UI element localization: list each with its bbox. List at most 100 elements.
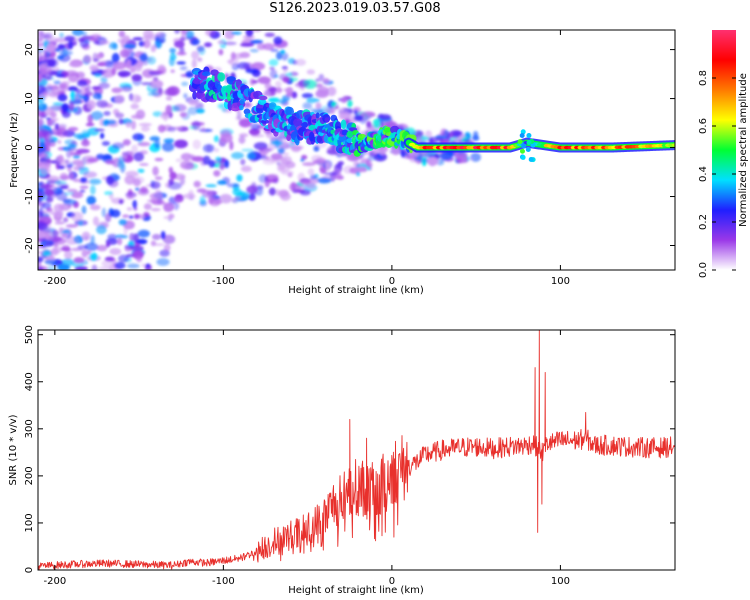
spectrogram-noise-blob bbox=[256, 43, 266, 51]
spectrogram-noise-blob bbox=[302, 162, 316, 167]
colorbar-ticks: 0.0 0.2 0.4 0.6 0.8 bbox=[698, 70, 736, 278]
spectrogram-noise-blob bbox=[129, 232, 135, 242]
spectrogram-noise-blob bbox=[126, 194, 134, 200]
spectrogram-noise-blob bbox=[117, 238, 123, 246]
spectrogram-noise-blob bbox=[191, 156, 205, 162]
spectrogram-noise-blob bbox=[249, 39, 264, 44]
spectrogram-noise-blob bbox=[219, 162, 225, 171]
spectrogram-noise-blob bbox=[38, 199, 41, 206]
spectrogram-noise-blob bbox=[180, 1, 192, 6]
spectrogram-noise-blob bbox=[202, 143, 215, 153]
spectrogram-noise-blob bbox=[264, 88, 277, 97]
spectrogram-noise-blob bbox=[54, 221, 65, 225]
spectrogram-noise-blob bbox=[269, 69, 278, 79]
spectrogram-noise-blob bbox=[96, 153, 105, 160]
spectrogram-noise-blob bbox=[167, 181, 182, 190]
spectrogram-noise-blob bbox=[111, 52, 120, 63]
colorbar-gradient bbox=[712, 30, 736, 270]
spectrogram-noise-blob bbox=[72, 30, 84, 37]
spectrogram-ridge-blob bbox=[239, 104, 244, 111]
spectrogram-noise-blob bbox=[57, 93, 68, 102]
spectrogram-noise-blob bbox=[281, 170, 294, 176]
spectrogram-noise-blob bbox=[278, 163, 286, 171]
spectrogram-noise-blob bbox=[183, 93, 188, 99]
spectrogram-noise-blob bbox=[191, 58, 197, 69]
spectrogram-noise-blob bbox=[152, 76, 159, 82]
spectrogram-noise-blob bbox=[217, 40, 225, 45]
spectrogram-noise-blob bbox=[120, 87, 132, 92]
spectrogram-noise-blob bbox=[179, 112, 187, 118]
spectrogram-noise-blob bbox=[133, 151, 145, 162]
spectrogram-noise-blob bbox=[117, 70, 131, 77]
spectrogram-noise-blob bbox=[38, 73, 43, 83]
spectrogram-noise-blob bbox=[130, 120, 137, 130]
spectrogram-noise-blob bbox=[105, 160, 115, 165]
spectrogram-noise-blob bbox=[80, 129, 91, 140]
spectrogram-noise-blob bbox=[96, 244, 108, 252]
spectrogram-ridge-blob bbox=[301, 122, 308, 128]
spectrogram-noise-blob bbox=[171, 0, 184, 4]
spectrogram-noise-blob bbox=[365, 163, 373, 167]
spectrogram-noise-blob bbox=[109, 247, 122, 256]
colorbar-tick-label: 0.8 bbox=[698, 70, 709, 86]
spectrogram-noise-blob bbox=[174, 30, 180, 34]
spectrogram-noise-blob bbox=[53, 203, 64, 213]
spectrogram-noise-blob bbox=[61, 244, 71, 251]
spectrogram-noise-blob bbox=[56, 55, 65, 60]
spectrogram-noise-blob bbox=[132, 37, 144, 41]
spectrogram-noise-blob bbox=[248, 128, 261, 136]
spectrogram-noise-blob bbox=[139, 53, 148, 62]
spectrogram-noise-blob bbox=[38, 131, 44, 141]
spectrogram-noise-blob bbox=[251, 80, 258, 84]
spectrogram-noise-blob bbox=[136, 255, 143, 263]
spectrogram-noise-blob bbox=[281, 66, 288, 70]
spectrogram-noise-blob bbox=[140, 125, 150, 132]
spectrogram-noise-blob bbox=[81, 231, 91, 241]
spectrogram-noise-blob bbox=[291, 91, 298, 99]
spectrogram-noise-blob bbox=[165, 96, 173, 101]
spectrogram-noise-blob bbox=[71, 191, 84, 199]
spectrogram-noise-blob bbox=[60, 185, 70, 190]
spectrogram-noise-blob bbox=[80, 85, 87, 94]
spectrogram-noise-blob bbox=[130, 103, 139, 110]
spectrogram-noise-blob bbox=[301, 93, 314, 99]
spectrogram-noise-blob bbox=[135, 109, 146, 120]
spectrogram-noise-blob bbox=[67, 126, 79, 132]
spectrogram-noise-blob bbox=[222, 41, 237, 46]
spectrogram-noise-blob bbox=[302, 102, 313, 110]
spectrogram-noise-blob bbox=[90, 34, 102, 39]
spectrogram-disturbance-blob bbox=[530, 142, 536, 148]
spectrogram-noise-blob bbox=[277, 99, 287, 104]
spectrogram-noise-blob bbox=[139, 162, 149, 167]
spectrogram-noise-blob bbox=[173, 103, 187, 112]
spectrogram-noise-blob bbox=[236, 7, 240, 16]
spectrogram-noise-blob bbox=[295, 58, 307, 66]
spectrogram-noise-blob bbox=[157, 124, 166, 133]
spectrogram-xtick-label: 100 bbox=[551, 276, 570, 287]
spectrogram-noise-blob bbox=[443, 129, 449, 139]
spectrogram-xtick-label: -200 bbox=[44, 276, 67, 287]
spectrogram-noise-blob bbox=[229, 140, 234, 151]
spectrogram-noise-blob bbox=[132, 133, 145, 141]
spectrogram-ridge-blob bbox=[201, 71, 211, 77]
snr-xtick-label: 100 bbox=[551, 576, 570, 587]
spectrogram-noise-blob bbox=[280, 49, 285, 55]
spectrogram-noise-blob bbox=[38, 266, 44, 270]
spectrogram-noise-blob bbox=[92, 92, 102, 100]
spectrogram-blobs bbox=[38, 0, 482, 270]
spectrogram-disturbance-blob bbox=[525, 147, 531, 153]
spectrogram-noise-blob bbox=[372, 118, 381, 129]
spectrogram-noise-blob bbox=[440, 151, 454, 161]
spectrogram-ridge-blob bbox=[257, 98, 267, 105]
spectrogram-noise-blob bbox=[199, 195, 206, 205]
spectrogram-noise-blob bbox=[78, 167, 86, 171]
spectrogram-noise-blob bbox=[70, 71, 76, 78]
spectrogram-noise-blob bbox=[219, 193, 233, 204]
spectrogram-noise-blob bbox=[66, 149, 72, 159]
spectrogram-noise-blob bbox=[234, 192, 245, 197]
spectrogram-noise-blob bbox=[257, 76, 271, 85]
spectrogram-noise-blob bbox=[88, 37, 99, 42]
colorbar-tick-label: 0.4 bbox=[698, 166, 709, 182]
spectrogram-noise-blob bbox=[125, 59, 132, 70]
spectrogram-noise-blob bbox=[435, 137, 445, 141]
